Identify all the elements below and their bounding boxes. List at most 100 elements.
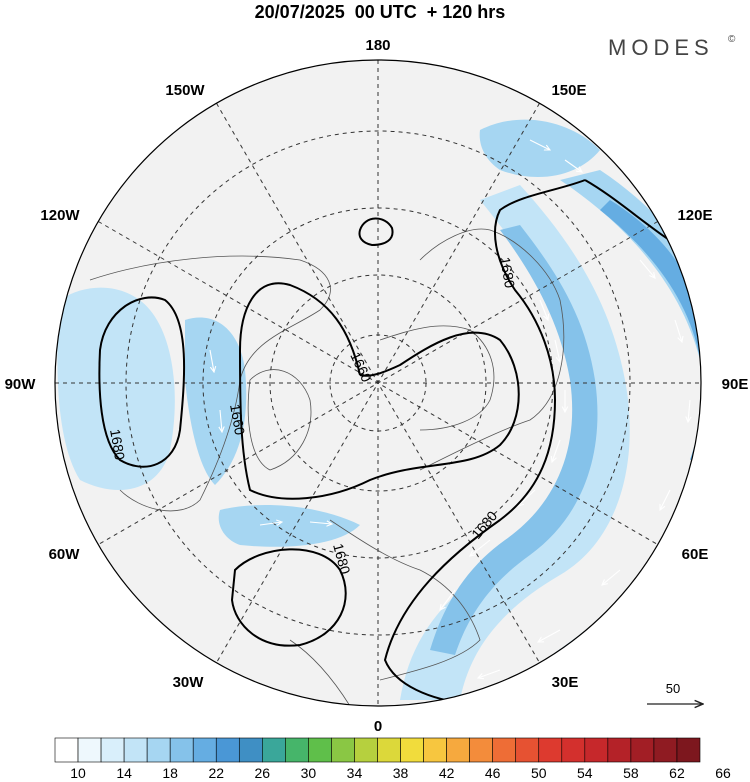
colorbar-tick-label: 58	[623, 765, 639, 781]
wind-vector	[674, 319, 682, 342]
colorbar-swatch	[400, 737, 424, 763]
lon-label-120e: 120E	[677, 207, 712, 224]
lon-label-30w: 30W	[173, 674, 205, 691]
wind-vector	[529, 139, 550, 150]
brand-logo: MODES ©	[608, 34, 736, 60]
colorbar-tick-label: 38	[393, 765, 409, 781]
colorbar-swatch	[515, 737, 540, 763]
colorbar-swatch	[377, 737, 401, 763]
colorbar-tick-label: 18	[162, 765, 178, 781]
graticule	[55, 60, 701, 706]
contour-1680-west	[98, 296, 186, 468]
jet-band-west	[57, 287, 175, 490]
lon-label-60w: 60W	[49, 546, 81, 563]
contour-label: 1660	[227, 403, 248, 437]
contour-label: 1680	[107, 428, 128, 462]
wind-vector	[209, 349, 214, 372]
lon-label-150e: 150E	[551, 82, 586, 99]
wind-vector	[518, 489, 536, 506]
colorbar	[54, 737, 701, 763]
height-contours	[98, 179, 701, 705]
colorbar-swatch	[285, 737, 309, 763]
colorbar-swatch	[630, 737, 655, 763]
colorbar-swatch	[423, 737, 447, 763]
jet-band-atlantic-2	[218, 505, 360, 547]
wind-vector	[538, 629, 561, 642]
colorbar-tick-label: 50	[531, 765, 547, 781]
contour-1680-south	[230, 548, 347, 647]
colorbar-swatch	[676, 737, 701, 763]
colorbar-swatch	[653, 737, 678, 763]
wind-vector	[440, 589, 456, 610]
colorbar-swatch	[607, 737, 632, 763]
wind-vector	[660, 489, 671, 510]
lon-label-60e: 60E	[682, 546, 709, 563]
colorbar-tick-label: 66	[715, 765, 731, 781]
wind-vector	[564, 159, 582, 172]
colorbar-tick-label: 46	[485, 765, 501, 781]
colorbar-swatch	[538, 737, 563, 763]
colorbar-swatch	[238, 737, 263, 763]
coastlines	[89, 228, 565, 706]
colorbar-swatch	[262, 737, 286, 763]
coast-europe	[329, 519, 481, 681]
colorbar-tick-label: 54	[577, 765, 593, 781]
wind-vector	[639, 259, 655, 278]
colorbar-tick-label: 34	[347, 765, 363, 781]
wind-vector	[470, 539, 491, 556]
colorbar-swatch	[584, 737, 609, 763]
contour-1680-east	[383, 179, 586, 705]
lon-label-180: 180	[365, 37, 390, 54]
colorbar-tick-label: 22	[208, 765, 224, 781]
jet-band-east-inner	[430, 225, 598, 655]
colorbar-tick-label: 26	[255, 765, 271, 781]
jet-band-atlantic	[185, 317, 247, 485]
colorbar-swatch	[446, 737, 470, 763]
wind-vector	[478, 669, 501, 678]
colorbar-swatch	[146, 737, 171, 763]
coast-siberia	[379, 325, 495, 431]
colorbar-swatch	[54, 737, 79, 763]
colorbar-swatch	[100, 737, 125, 763]
contour-label: 1680	[497, 256, 518, 290]
colorbar-tick-label: 10	[70, 765, 86, 781]
lon-label-120w: 120W	[40, 207, 80, 224]
reference-vector: 50	[647, 681, 703, 704]
colorbar-swatch	[561, 737, 586, 763]
coast-greenland	[247, 369, 312, 471]
wind-vector	[259, 522, 282, 525]
colorbar-swatch	[308, 737, 332, 763]
lon-label-90e: 90E	[722, 376, 749, 393]
colorbar-tick-labels: 10141822263034384246505458626670	[70, 765, 731, 781]
colorbar-swatch	[469, 737, 493, 763]
lon-label-90w: 90W	[5, 376, 37, 393]
lon-label-150w: 150W	[165, 82, 205, 99]
reference-vector-label: 50	[666, 681, 680, 696]
wind-vector	[309, 522, 332, 524]
colorbar-swatch	[77, 737, 102, 763]
colorbar-swatch	[192, 737, 217, 763]
colorbar-swatch	[123, 737, 148, 763]
wind-vector	[539, 299, 548, 320]
colorbar-swatch	[331, 737, 355, 763]
map-outline	[54, 59, 702, 707]
wind-vector	[602, 569, 621, 585]
wind-vector	[220, 409, 222, 432]
lon-label-0: 0	[374, 718, 382, 735]
wind-vector	[688, 399, 690, 422]
jet-band-north-pacific	[479, 119, 600, 178]
coast-asia	[419, 228, 565, 471]
colorbar-tick-label: 62	[669, 765, 685, 781]
colorbar-tick-label: 14	[116, 765, 132, 781]
contour-1660-arctic	[358, 217, 394, 247]
colorbar-tick-label: 42	[439, 765, 455, 781]
contour-label: 1680	[330, 542, 354, 576]
coast-africa	[289, 639, 351, 706]
map-disc: 1660 1680 1680 1680 1660 1680	[54, 59, 702, 707]
wind-vector	[554, 339, 560, 362]
map-title: 20/07/2025 00 UTC + 120 hrs	[255, 2, 506, 22]
brand-name: MODES	[608, 35, 714, 60]
brand-mark: ©	[728, 34, 736, 45]
colorbar-swatch	[354, 737, 378, 763]
